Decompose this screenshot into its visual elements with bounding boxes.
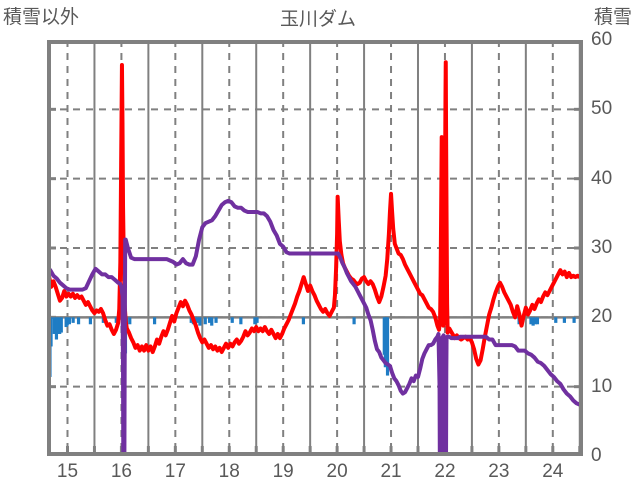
series-layer [47,60,583,456]
bar [55,317,60,334]
bar [554,317,558,323]
x-axis-tick: 18 [218,461,240,482]
plot-area [47,40,583,456]
y-axis-right-tick: 30 [591,237,613,258]
bar [255,317,259,323]
x-axis-tick: 22 [434,461,456,482]
x-axis-tick: 17 [164,461,186,482]
bar [128,317,132,325]
bar [114,317,118,323]
bar [71,317,75,323]
bar [352,317,356,325]
y-axis-right-tick: 20 [591,306,613,328]
bar [301,317,306,325]
bar [76,317,81,325]
bar [67,317,71,325]
bar [52,317,56,334]
bar [203,317,207,325]
bar [239,317,243,325]
bar [230,317,234,323]
x-axis-tick: 20 [326,461,348,482]
left-axis-title: 積雪以外 [3,7,80,28]
bar [529,317,533,325]
bar [58,317,62,334]
x-axis-tick: 16 [110,461,132,482]
bar [59,317,63,333]
x-axis-tick: 15 [56,461,79,482]
bar [210,317,214,326]
y-axis-right-tick: 60 [591,29,613,50]
bar [214,317,218,323]
bar [152,317,157,325]
x-axis-tick: 21 [380,461,402,482]
bar [385,317,390,376]
x-axis-tick: 24 [542,461,564,482]
x-axis-tick: 19 [272,461,294,482]
bar [207,317,212,323]
y-axis-right-tick: 40 [591,167,613,189]
bar [65,317,69,326]
line-red-series [47,60,583,367]
bar [198,317,202,326]
bar [572,317,576,323]
bar [196,317,200,323]
bar [189,317,193,323]
y-axis-right-tick: 0 [591,445,602,466]
bar [535,317,540,325]
bar [49,317,53,347]
bar [562,317,566,323]
clipped-series [47,60,583,456]
y-axis-right-tick: 50 [591,98,613,120]
x-axis-tick: 23 [488,461,510,482]
bar [253,317,257,325]
page-title: 玉川ダム [279,9,356,30]
line-purple-series [47,198,583,456]
plot-frame [47,40,583,456]
bar [533,317,537,325]
right-axis-title: 積雪 [593,7,632,28]
bar [88,317,93,325]
bar [531,317,535,326]
y-axis-right-tick: 10 [591,375,613,397]
